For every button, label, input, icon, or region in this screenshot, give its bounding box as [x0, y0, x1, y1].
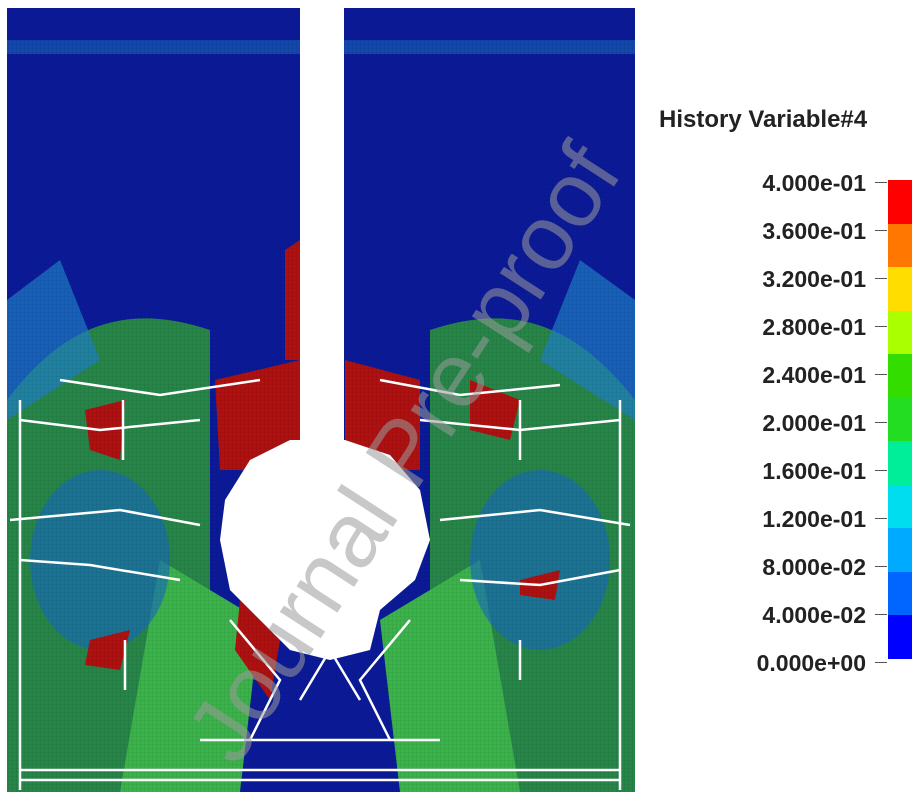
legend-tick-label: 1.200e-01	[762, 506, 866, 532]
legend-tick-label: 2.800e-01	[762, 314, 866, 340]
legend-color-swatch	[888, 180, 912, 224]
legend-tick-label: 4.000e-02	[762, 602, 866, 628]
borehole-channel	[300, 0, 344, 470]
legend-title: History Variable#4	[659, 106, 868, 133]
legend-tick-mark	[875, 230, 887, 231]
legend-tick-mark	[875, 374, 887, 375]
legend-tick-label: 2.000e-01	[762, 410, 866, 436]
legend-tick-mark	[875, 518, 887, 519]
legend-color-swatch	[888, 223, 912, 268]
contour-plot	[0, 0, 635, 792]
legend-color-swatch	[888, 267, 912, 311]
cracks	[9, 378, 631, 790]
legend-tick-label: 0.000e+00	[756, 650, 866, 676]
legend-color-swatch	[888, 310, 912, 355]
legend-tick-mark	[875, 326, 887, 327]
legend-tick-label: 1.600e-01	[762, 458, 866, 484]
legend-tick-mark	[875, 422, 887, 423]
legend-color-swatch	[888, 354, 912, 398]
legend-tick-label: 4.000e-01	[762, 170, 866, 196]
legend-tick-mark	[875, 470, 887, 471]
legend-tick-label: 2.400e-01	[762, 362, 866, 388]
legend-tick-mark	[875, 182, 887, 183]
legend-tick-mark	[875, 566, 887, 567]
legend-tick-label: 8.000e-02	[762, 554, 866, 580]
legend-tick-label: 3.600e-01	[762, 218, 866, 244]
blast-cavity	[220, 440, 430, 660]
legend-color-swatch	[888, 397, 912, 442]
legend-tick-mark	[875, 278, 887, 279]
plot-top-left-gap	[0, 0, 7, 792]
legend-color-swatch	[888, 571, 912, 616]
legend-tick-mark	[875, 614, 887, 615]
legend-color-swatch	[888, 484, 912, 529]
legend-color-swatch	[888, 528, 912, 572]
legend-tick-label: 3.200e-01	[762, 266, 866, 292]
legend-tick-mark	[875, 662, 887, 663]
legend-color-swatch	[888, 615, 912, 659]
legend-color-swatch	[888, 441, 912, 485]
